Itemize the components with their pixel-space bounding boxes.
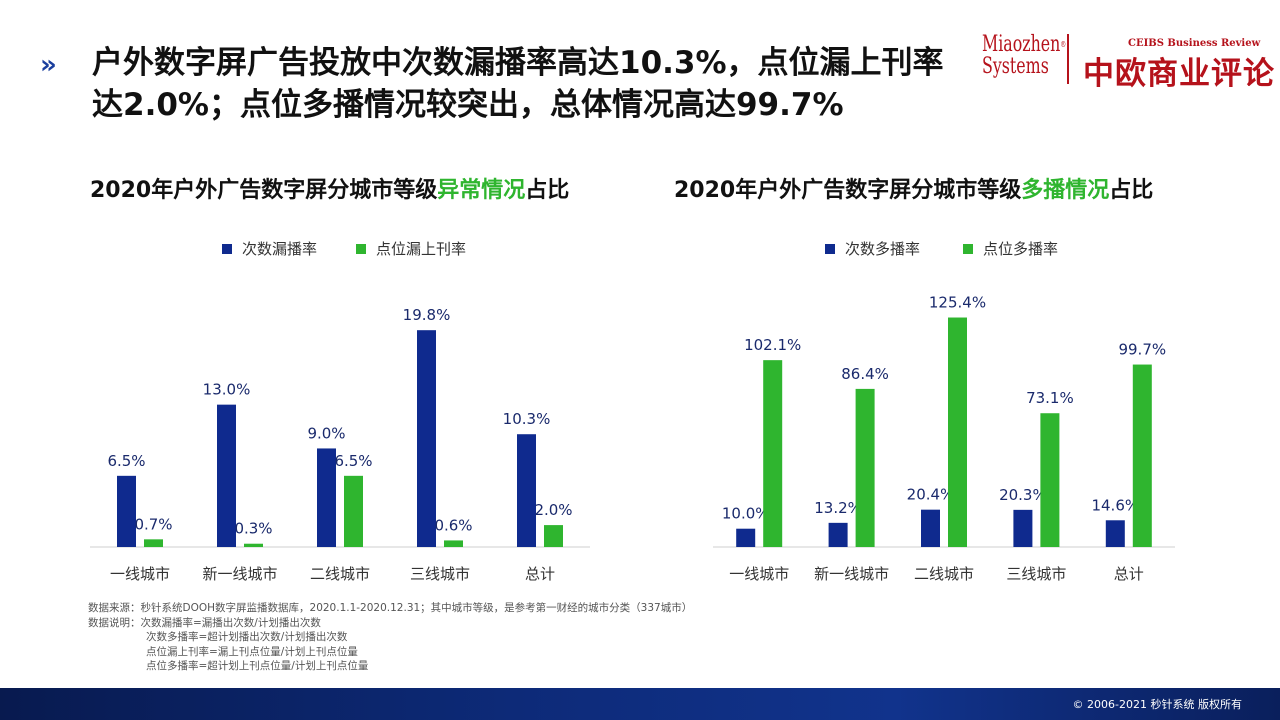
category-label: 三线城市 [410, 565, 470, 583]
note-definition: 点位漏上刊率=漏上刊点位量/计划上刊点位量 [146, 645, 358, 658]
data-label: 2.0% [534, 501, 572, 519]
left-chart-title: 2020年户外广告数字屏分城市等级异常情况占比 [90, 178, 570, 203]
bar [736, 528, 756, 547]
category-label: 总计 [1114, 565, 1144, 583]
note-definition: 次数多播率=超计划播出次数/计划播出次数 [146, 631, 348, 643]
note-source: 数据来源：秒针系统DOOH数字屏监播数据库，2020.1.1-2020.12.3… [88, 602, 693, 614]
bar [444, 540, 463, 547]
data-label: 13.2% [814, 499, 862, 517]
bar [117, 475, 136, 547]
data-label: 6.5% [334, 452, 372, 470]
legend-label: 点位漏上刊率 [376, 240, 466, 258]
data-label: 99.7% [1118, 341, 1166, 359]
right-chart-title: 2020年户外广告数字屏分城市等级多播情况占比 [674, 178, 1154, 203]
bar [855, 388, 875, 547]
category-label: 一线城市 [110, 565, 170, 583]
category-label: 二线城市 [310, 565, 370, 583]
bar [217, 404, 236, 547]
data-label: 14.6% [1091, 496, 1139, 514]
bar [948, 317, 967, 547]
bar [544, 525, 563, 547]
anomaly-bar-chart: 次数漏播率 点位漏上刊率 6.5% 0.7% 一线城市 13.0% 0.3% 新一线城市 9.0… [90, 240, 590, 583]
data-label: 10.3% [503, 410, 551, 428]
data-label: 13.0% [203, 381, 251, 399]
category-label: 新一线城市 [202, 565, 277, 583]
data-label: 0.6% [434, 516, 472, 534]
multiplay-bar-chart: 次数多播率 点位多播率 10.0% 102.1% 一线城市 13.2% 86.4% 新一线城市… [713, 240, 1175, 583]
bar [1105, 520, 1125, 547]
data-label: 20.3% [999, 486, 1047, 504]
miaozhen-logo: Miaozhen® Systems [982, 32, 1067, 79]
data-notes: 数据来源：秒针系统DOOH数字屏监播数据库，2020.1.1-2020.12.3… [88, 601, 788, 674]
bar [244, 543, 263, 547]
data-label: 86.4% [841, 365, 889, 383]
legend-label: 次数漏播率 [242, 240, 317, 258]
note-definition: 点位多播率=超计划上刊点位量/计划上刊点位量 [146, 660, 369, 672]
page-title: 户外数字屏广告投放中次数漏播率高达10.3%，点位漏上刊率达2.0%；点位多播情… [92, 45, 944, 123]
data-label: 0.7% [134, 515, 172, 533]
bar [921, 509, 940, 547]
bar [344, 475, 363, 547]
chevron-double-right-icon: » [40, 50, 57, 80]
data-label: 6.5% [107, 452, 145, 470]
bar [1040, 413, 1060, 547]
bar [828, 522, 848, 547]
bar [1013, 509, 1033, 547]
data-label: 102.1% [744, 336, 801, 354]
bar [144, 539, 163, 547]
bar [1132, 364, 1152, 547]
data-label: 9.0% [307, 424, 345, 442]
bar [417, 330, 436, 547]
logo-divider [1067, 34, 1069, 84]
copyright-text: © 2006-2021 秒针系统 版权所有 [1072, 698, 1242, 711]
data-label: 10.0% [722, 505, 770, 523]
footer-bar: © 2006-2021 秒针系统 版权所有 [0, 688, 1280, 720]
data-label: 73.1% [1026, 389, 1074, 407]
legend-swatch [222, 244, 232, 254]
category-label: 三线城市 [1006, 565, 1066, 583]
bar [317, 448, 336, 547]
data-label: 0.3% [234, 520, 272, 538]
bar [763, 360, 783, 547]
note-definition: 数据说明：次数漏播率=漏播出次数/计划播出次数 [88, 616, 321, 629]
category-label: 二线城市 [914, 565, 974, 583]
data-label: 20.4% [907, 486, 955, 504]
ceibs-logo-chinese: 中欧商业评论 [1083, 56, 1275, 92]
legend-swatch [825, 244, 835, 254]
category-label: 新一线城市 [814, 565, 889, 583]
legend-swatch [963, 244, 973, 254]
data-label: 125.4% [929, 294, 986, 312]
ceibs-logo-english: CEIBS Business Review [1128, 38, 1261, 49]
category-label: 总计 [525, 565, 555, 583]
legend-label: 点位多播率 [983, 240, 1058, 258]
bar [517, 434, 536, 547]
data-label: 19.8% [403, 306, 451, 324]
legend-label: 次数多播率 [845, 240, 920, 258]
category-label: 一线城市 [729, 565, 789, 583]
legend-swatch [356, 244, 366, 254]
